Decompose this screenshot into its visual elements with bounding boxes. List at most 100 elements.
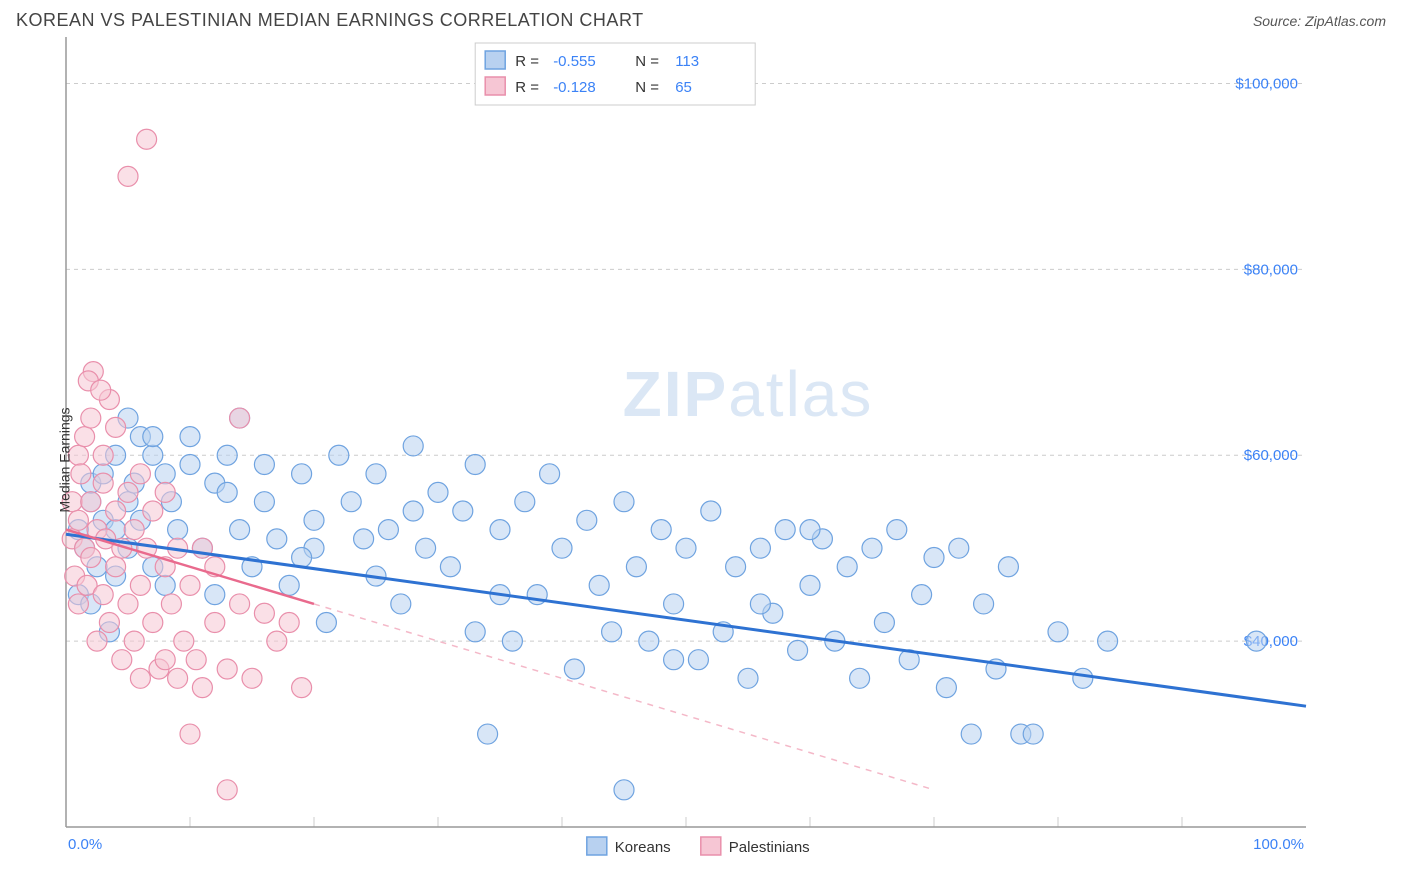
data-point [688,650,708,670]
data-point [936,678,956,698]
data-point [564,659,584,679]
data-point [279,613,299,633]
data-point [106,417,126,437]
x-tick-label: 100.0% [1253,836,1304,853]
data-point [874,613,894,633]
data-point [440,557,460,577]
data-point [118,482,138,502]
chart-header: KOREAN VS PALESTINIAN MEDIAN EARNINGS CO… [0,0,1406,37]
data-point [577,510,597,530]
data-point [998,557,1018,577]
legend-n-value: 113 [675,53,699,70]
data-point [137,129,157,149]
data-point [788,640,808,660]
chart-source: Source: ZipAtlas.com [1253,13,1386,29]
data-point [93,473,113,493]
watermark: ZIPatlas [623,358,874,430]
data-point [1048,622,1068,642]
data-point [267,631,287,651]
data-point [651,520,671,540]
data-point [155,575,175,595]
data-point [68,510,88,530]
legend-r-value: -0.555 [553,53,596,70]
data-point [800,520,820,540]
data-point [292,678,312,698]
legend-n-value: 65 [675,79,692,96]
legend-swatch [485,51,505,69]
data-point [192,678,212,698]
data-point [155,650,175,670]
data-point [112,650,132,670]
data-point [403,501,423,521]
data-point [68,594,88,614]
data-point [130,464,150,484]
data-point [1246,631,1266,651]
data-point [329,445,349,465]
legend-n-label: N = [635,53,659,70]
data-point [118,594,138,614]
data-point [254,603,274,623]
data-point [453,501,473,521]
data-point [81,492,101,512]
data-point [961,724,981,744]
data-point [267,529,287,549]
data-point [230,594,250,614]
y-tick-label: $60,000 [1244,447,1298,464]
y-axis-label: Median Earnings [57,407,73,512]
data-point [205,613,225,633]
data-point [354,529,374,549]
data-point [180,575,200,595]
data-point [602,622,622,642]
data-point [800,575,820,595]
data-point [639,631,659,651]
data-point [614,780,634,800]
data-point [143,445,163,465]
data-point [161,594,181,614]
data-point [502,631,522,651]
x-tick-label: 0.0% [68,836,102,853]
data-point [850,668,870,688]
data-point [124,520,144,540]
data-point [180,455,200,475]
data-point [589,575,609,595]
data-point [1023,724,1043,744]
data-point [726,557,746,577]
data-point [143,427,163,447]
data-point [750,594,770,614]
data-point [775,520,795,540]
data-point [490,520,510,540]
chart-title: KOREAN VS PALESTINIAN MEDIAN EARNINGS CO… [16,10,644,31]
data-point [186,650,206,670]
data-point [217,659,237,679]
data-point [974,594,994,614]
data-point [180,724,200,744]
data-point [71,464,91,484]
data-point [478,724,498,744]
legend-swatch [587,837,607,855]
trendline-palestinians-extrapolated [314,604,934,790]
data-point [130,668,150,688]
y-tick-label: $100,000 [1235,75,1298,92]
data-point [230,408,250,428]
data-point [130,575,150,595]
data-point [91,380,111,400]
data-point [279,575,299,595]
data-point [254,455,274,475]
data-point [99,613,119,633]
data-point [205,585,225,605]
data-point [1098,631,1118,651]
data-point [676,538,696,558]
data-point [664,594,684,614]
legend-label: Koreans [615,839,671,856]
data-point [304,510,324,530]
scatter-chart: $40,000$60,000$80,000$100,000ZIPatlasR =… [16,37,1390,883]
data-point [155,464,175,484]
data-point [230,520,250,540]
legend-r-value: -0.128 [553,79,596,96]
data-point [949,538,969,558]
chart-area: Median Earnings $40,000$60,000$80,000$10… [16,37,1390,883]
data-point [174,631,194,651]
data-point [217,482,237,502]
data-point [93,445,113,465]
data-point [887,520,907,540]
